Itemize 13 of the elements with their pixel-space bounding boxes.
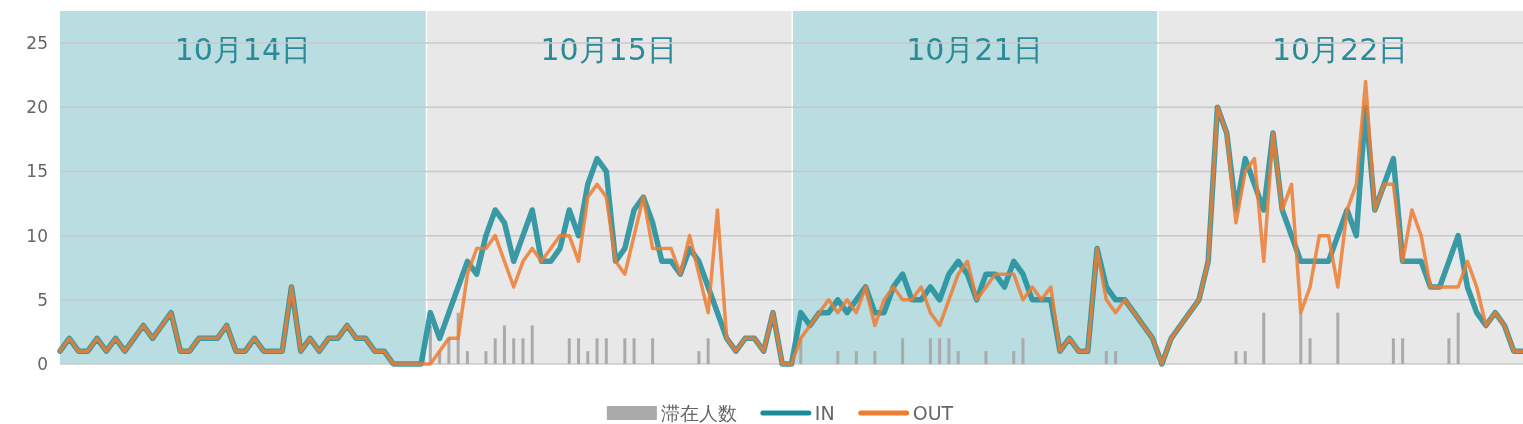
- y-tick-label: 0: [37, 354, 48, 374]
- y-tick-label: 10: [26, 225, 48, 246]
- y-tick-label: 25: [26, 33, 48, 54]
- annotation: 10月14日: [174, 32, 312, 67]
- y-tick-label: 5: [37, 289, 48, 310]
- legend-label: 滞在人数: [660, 402, 737, 424]
- annotation: 10月21日: [906, 32, 1043, 67]
- annotation: 10月22日: [1271, 32, 1409, 67]
- y-tick-label: 20: [26, 97, 48, 118]
- legend-label: OUT: [912, 402, 954, 424]
- annotation: 10月15日: [540, 32, 677, 67]
- y-tick-label: 15: [26, 161, 48, 182]
- legend-label: IN: [814, 402, 835, 424]
